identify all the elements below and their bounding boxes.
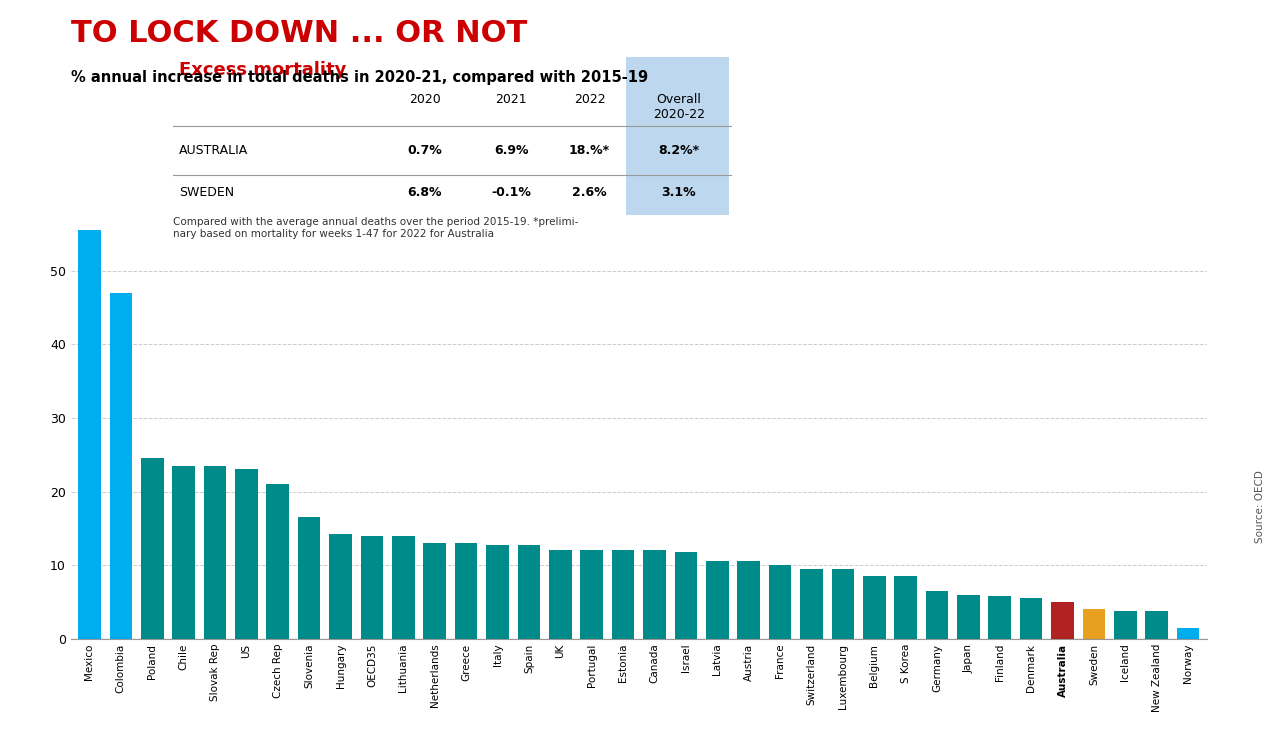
Bar: [674, 552, 697, 639]
Bar: [78, 230, 100, 639]
Bar: [487, 544, 508, 639]
FancyBboxPatch shape: [625, 57, 729, 215]
Bar: [109, 293, 132, 639]
Bar: [1145, 611, 1168, 639]
Bar: [926, 591, 949, 639]
Bar: [957, 595, 980, 639]
Bar: [172, 466, 195, 639]
Text: 6.9%: 6.9%: [494, 144, 529, 157]
Text: 18.%*: 18.%*: [569, 144, 610, 157]
Text: 2021: 2021: [496, 93, 526, 106]
Text: 2020: 2020: [408, 93, 440, 106]
Text: Source: OECD: Source: OECD: [1254, 470, 1265, 543]
Text: Overall
2020-22: Overall 2020-22: [652, 93, 705, 121]
Text: % annual increase in total deaths in 2020-21, compared with 2015-19: % annual increase in total deaths in 202…: [71, 70, 647, 85]
Bar: [235, 469, 258, 639]
Bar: [706, 562, 728, 639]
Bar: [424, 543, 446, 639]
Text: 3.1%: 3.1%: [661, 186, 696, 200]
Bar: [1052, 602, 1073, 639]
Bar: [611, 550, 634, 639]
Bar: [361, 536, 383, 639]
Bar: [550, 550, 571, 639]
Bar: [769, 565, 791, 639]
Bar: [1019, 598, 1043, 639]
Text: Compared with the average annual deaths over the period 2015-19. *prelimi-
nary : Compared with the average annual deaths …: [173, 217, 579, 239]
Bar: [392, 536, 415, 639]
Bar: [832, 569, 854, 639]
Bar: [643, 550, 666, 639]
Bar: [580, 550, 603, 639]
Bar: [141, 458, 163, 639]
Text: 2.6%: 2.6%: [573, 186, 607, 200]
Text: Excess mortality: Excess mortality: [178, 61, 347, 79]
Bar: [455, 543, 478, 639]
Bar: [267, 484, 289, 639]
Bar: [204, 466, 226, 639]
Text: TO LOCK DOWN ... OR NOT: TO LOCK DOWN ... OR NOT: [71, 19, 526, 48]
Bar: [298, 517, 321, 639]
Bar: [1177, 627, 1199, 639]
Bar: [863, 576, 886, 639]
Bar: [1082, 609, 1106, 639]
Bar: [329, 534, 352, 639]
Bar: [737, 562, 760, 639]
Text: -0.1%: -0.1%: [492, 186, 532, 200]
Bar: [800, 569, 823, 639]
Text: SWEDEN: SWEDEN: [178, 186, 234, 200]
Text: 0.7%: 0.7%: [407, 144, 442, 157]
Text: AUSTRALIA: AUSTRALIA: [178, 144, 248, 157]
Bar: [989, 596, 1011, 639]
Bar: [895, 576, 917, 639]
Text: 6.8%: 6.8%: [407, 186, 442, 200]
Bar: [517, 544, 541, 639]
Bar: [1115, 611, 1136, 639]
Text: 8.2%*: 8.2%*: [659, 144, 700, 157]
Text: 2022: 2022: [574, 93, 605, 106]
